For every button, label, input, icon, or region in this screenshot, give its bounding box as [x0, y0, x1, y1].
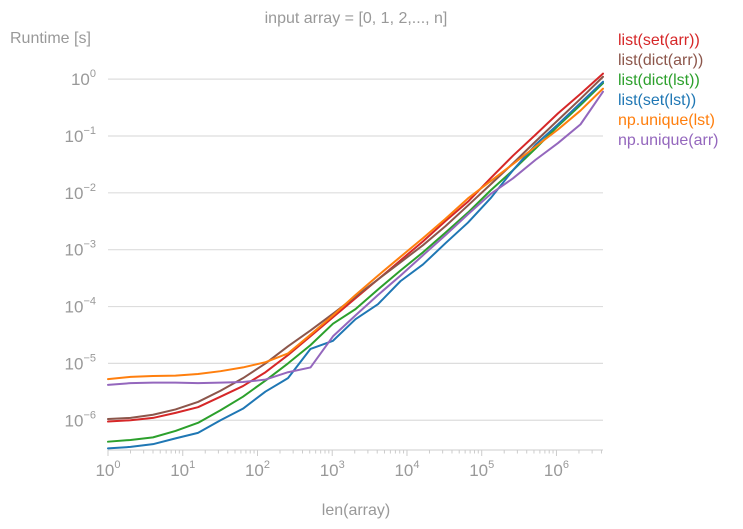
y-axis-label: Runtime [s]	[10, 30, 91, 47]
grid	[108, 78, 603, 421]
y-tick-label: 10−4	[65, 296, 96, 317]
x-tick-label: 100	[95, 459, 120, 480]
series-line-4	[107, 87, 604, 381]
x-axis-label: len(array)	[322, 502, 390, 519]
chart-title: input array = [0, 1, 2,..., n]	[265, 10, 448, 27]
y-tick-label: 10−3	[65, 239, 96, 260]
series-line-3	[107, 80, 604, 450]
legend-entry: list(dict(arr))	[618, 52, 703, 69]
x-tick-label: 105	[469, 459, 494, 480]
axes: 100 10−1 10−2 10−3 10−4 10−5 10−6 100 101 102 103 1…	[65, 68, 603, 480]
y-tick-label: 10−5	[65, 352, 96, 373]
legend-entry: list(set(lst))	[618, 92, 696, 109]
y-tick-label: 10−1	[65, 125, 96, 146]
legend-entry: np.unique(lst)	[618, 112, 715, 129]
y-tick-label: 10−6	[65, 409, 96, 430]
y-tick-label: 10−2	[65, 182, 96, 203]
legend-entry: list(dict(lst))	[618, 72, 700, 89]
series-line-2	[107, 82, 604, 443]
series-line-5	[107, 90, 604, 386]
x-tick-label: 103	[320, 459, 345, 480]
legend: list(set(arr)) list(dict(arr)) list(dict(l…	[618, 32, 719, 149]
x-tick-label: 101	[170, 459, 195, 480]
legend-entry: list(set(arr))	[618, 32, 700, 49]
x-tick-label: 102	[245, 459, 270, 480]
series-line-1	[107, 75, 604, 421]
y-tick-label: 100	[71, 68, 96, 89]
series-line-0	[107, 72, 604, 423]
x-tick-label: 104	[394, 459, 419, 480]
legend-entry: np.unique(arr)	[618, 132, 719, 149]
plot-lines	[107, 72, 604, 450]
x-tick-label: 106	[544, 459, 569, 480]
